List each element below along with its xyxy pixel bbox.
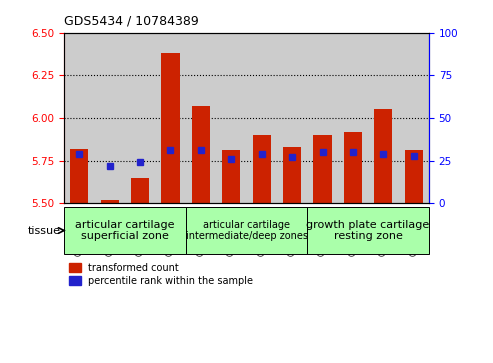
Bar: [222, 150, 241, 203]
Text: tissue: tissue: [28, 225, 61, 236]
Bar: [252, 135, 271, 203]
Bar: [64, 33, 95, 203]
Bar: [374, 110, 392, 203]
Bar: [64, 207, 186, 254]
Bar: [161, 53, 179, 203]
Bar: [246, 33, 277, 203]
Bar: [125, 33, 155, 203]
Bar: [95, 33, 125, 203]
Bar: [307, 33, 338, 203]
Bar: [405, 150, 423, 203]
Bar: [192, 106, 210, 203]
Text: articular cartilage
intermediate/deep zones: articular cartilage intermediate/deep zo…: [185, 220, 308, 241]
Bar: [283, 147, 301, 203]
Bar: [398, 33, 429, 203]
Bar: [344, 132, 362, 203]
Bar: [131, 178, 149, 203]
Bar: [216, 33, 246, 203]
Bar: [70, 149, 88, 203]
Bar: [186, 207, 307, 254]
Bar: [277, 33, 307, 203]
Bar: [155, 33, 186, 203]
Legend: transformed count, percentile rank within the sample: transformed count, percentile rank withi…: [69, 262, 253, 286]
Bar: [101, 200, 119, 203]
Bar: [368, 33, 398, 203]
Bar: [338, 33, 368, 203]
Text: GDS5434 / 10784389: GDS5434 / 10784389: [64, 15, 199, 28]
Text: articular cartilage
superficial zone: articular cartilage superficial zone: [75, 220, 175, 241]
Bar: [186, 33, 216, 203]
Bar: [314, 135, 332, 203]
Text: growth plate cartilage
resting zone: growth plate cartilage resting zone: [307, 220, 430, 241]
Bar: [307, 207, 429, 254]
